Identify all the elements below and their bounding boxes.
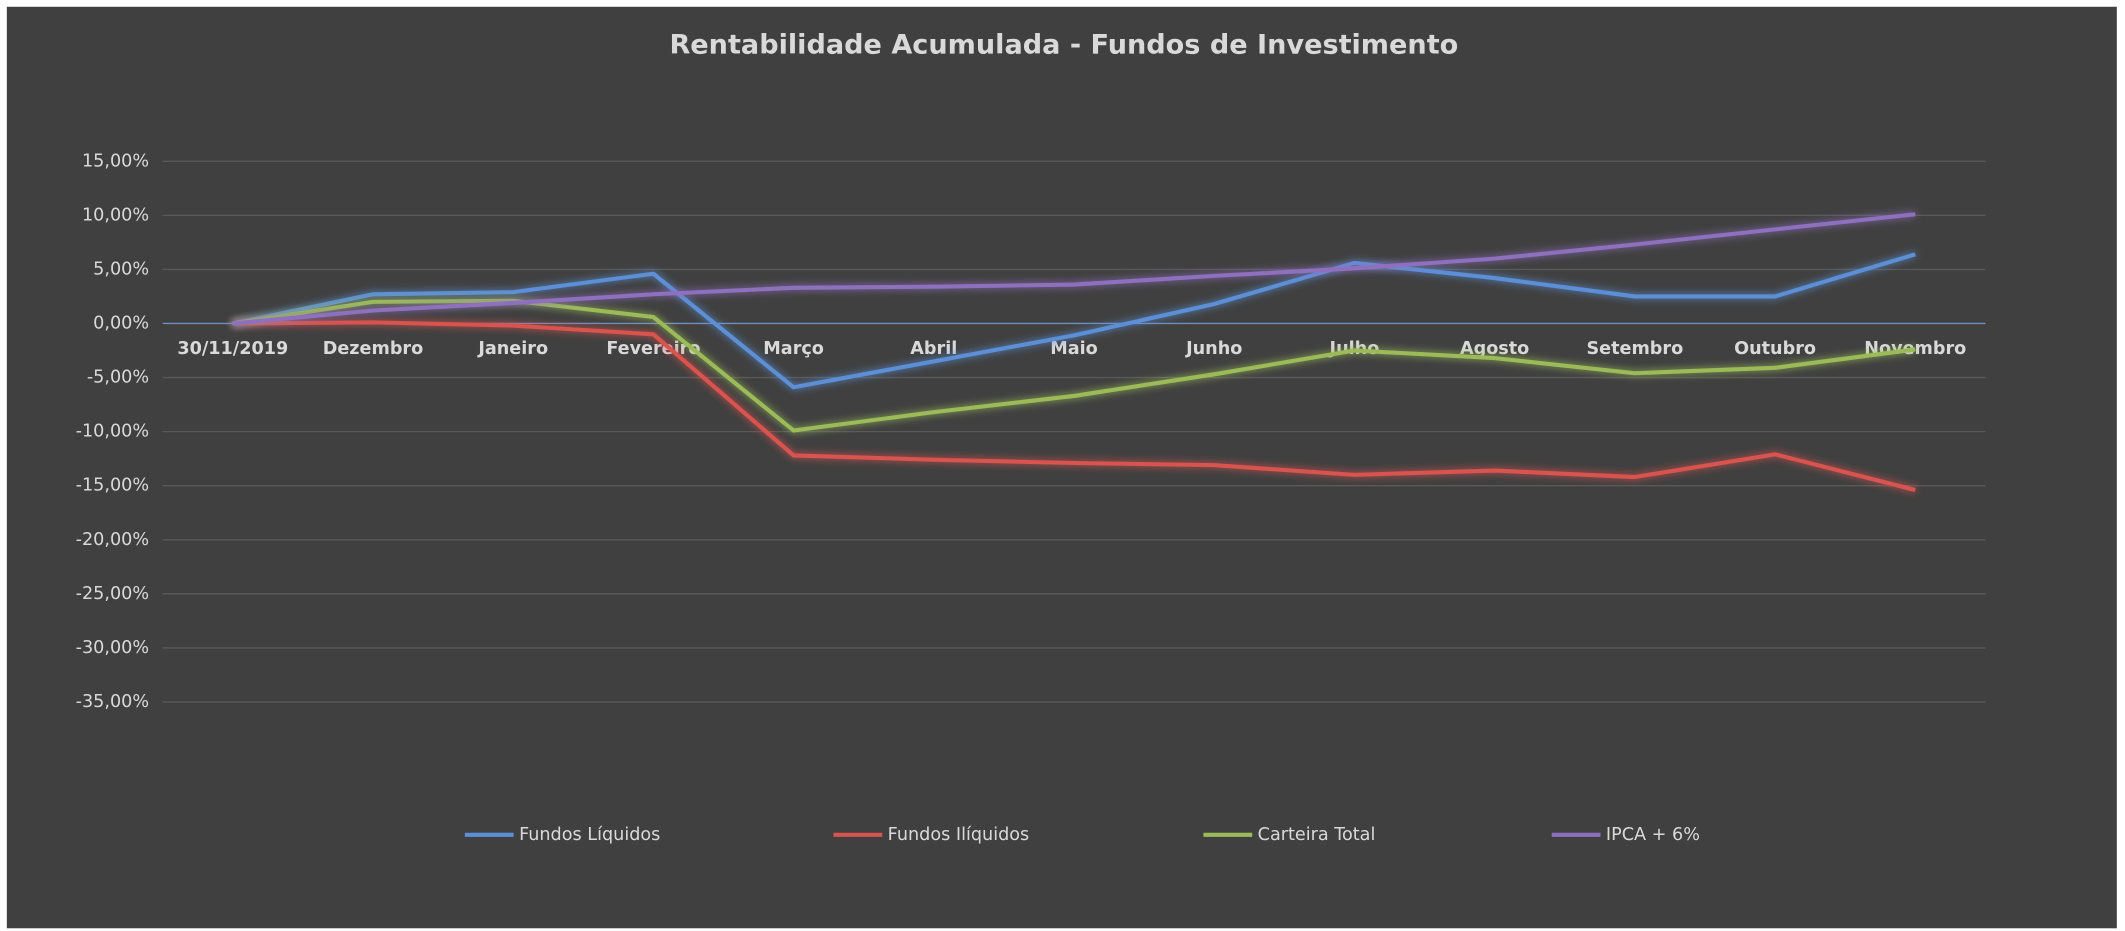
chart-background [6, 6, 2117, 929]
chart-title: Rentabilidade Acumulada - Fundos de Inve… [669, 30, 1458, 61]
series-line [232, 298, 1916, 433]
x-tick-label: Novembro [1864, 339, 1966, 359]
legend-label: Carteira Total [1258, 825, 1376, 845]
legend-label: IPCA + 6% [1606, 825, 1700, 845]
y-tick-label: -5,00% [87, 368, 149, 388]
legend-label: Fundos Ilíquidos [888, 825, 1030, 845]
series-line [232, 320, 1916, 492]
y-tick-label: -30,00% [76, 638, 150, 658]
y-tick-label: 10,00% [82, 205, 149, 225]
legend-label: Fundos Líquidos [519, 825, 660, 845]
series-line [232, 212, 1916, 326]
y-tick-label: 15,00% [82, 151, 149, 171]
x-tick-label: Junho [1185, 339, 1242, 359]
x-tick-label: Outubro [1734, 339, 1816, 359]
y-tick-label: -25,00% [76, 584, 150, 604]
y-tick-label: -20,00% [76, 530, 150, 550]
x-tick-label: Abril [910, 339, 957, 359]
y-tick-label: 0,00% [93, 313, 149, 333]
series-line [232, 252, 1916, 390]
x-tick-label: Setembro [1586, 339, 1683, 359]
x-tick-label: Maio [1050, 339, 1098, 359]
y-tick-label: -15,00% [76, 476, 150, 496]
y-tick-label: 5,00% [93, 259, 149, 279]
y-tick-label: -35,00% [76, 692, 150, 712]
x-tick-label: 30/11/2019 [177, 339, 288, 359]
x-tick-label: Agosto [1460, 339, 1529, 359]
x-tick-label: Dezembro [323, 339, 424, 359]
y-tick-label: -10,00% [76, 422, 150, 442]
x-tick-label: Março [763, 339, 824, 359]
x-tick-label: Janeiro [477, 339, 548, 359]
